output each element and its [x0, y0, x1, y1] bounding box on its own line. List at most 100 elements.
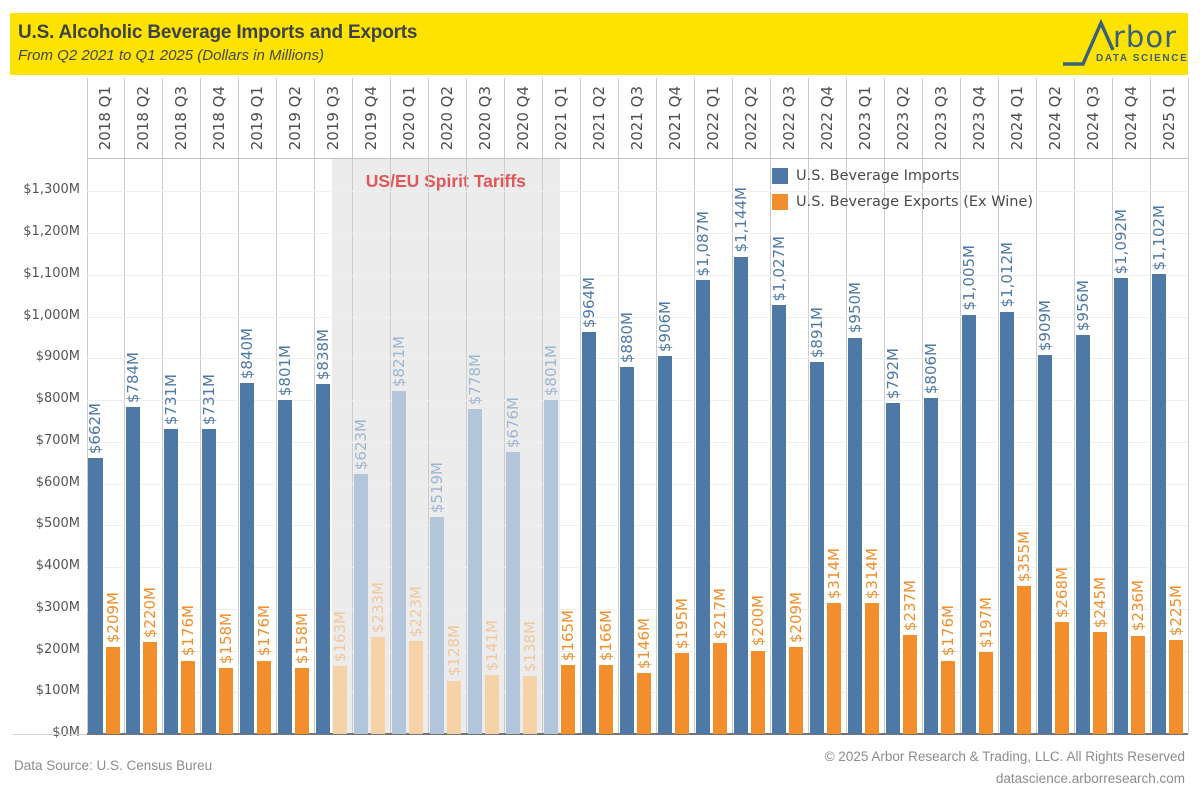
export-value-label: $200M — [749, 595, 768, 647]
import-bar-2025-Q1[interactable] — [1151, 274, 1167, 734]
import-bar-2023-Q2[interactable] — [885, 403, 901, 734]
import-bar-2018-Q3[interactable] — [163, 428, 179, 734]
y-axis-tick-label: $800M — [35, 391, 80, 407]
import-bar-2021-Q4[interactable] — [657, 355, 673, 734]
import-bar-2024-Q4[interactable] — [1113, 278, 1129, 734]
import-bar-2019-Q2[interactable] — [277, 399, 293, 734]
import-bar-2022-Q3[interactable] — [771, 305, 787, 734]
column-gridline — [808, 78, 810, 734]
import-bar-2022-Q2[interactable] — [733, 256, 749, 734]
export-bar-2018-Q1[interactable] — [105, 646, 120, 734]
export-value-label: $314M — [825, 547, 844, 599]
export-bar-2019-Q2[interactable] — [295, 668, 310, 734]
import-bar-2019-Q1[interactable] — [239, 383, 255, 734]
quarter-label: 2021 Q4 — [665, 85, 684, 150]
export-bar-2023-Q1[interactable] — [865, 602, 880, 734]
column-gridline — [1188, 78, 1189, 734]
export-bar-2018-Q4[interactable] — [219, 668, 234, 734]
export-bar-2020-Q1[interactable] — [409, 640, 424, 734]
export-bar-2022-Q2[interactable] — [751, 650, 766, 734]
export-bar-2021-Q4[interactable] — [675, 652, 690, 734]
column-gridline — [542, 78, 544, 734]
import-bar-2021-Q2[interactable] — [581, 331, 597, 734]
import-value-label: $806M — [921, 342, 940, 394]
export-bar-2023-Q3[interactable] — [941, 660, 956, 734]
import-bar-2021-Q1[interactable] — [543, 399, 559, 734]
export-bar-2023-Q2[interactable] — [903, 635, 918, 734]
export-bar-2021-Q2[interactable] — [599, 664, 614, 734]
export-bar-2023-Q4[interactable] — [979, 651, 994, 734]
column-gridline — [580, 78, 582, 734]
export-bar-2024-Q4[interactable] — [1131, 635, 1146, 734]
export-bar-2019-Q3[interactable] — [333, 665, 348, 734]
quarter-label: 2022 Q3 — [779, 85, 798, 150]
import-value-label: $662M — [86, 402, 105, 454]
import-bar-2020-Q3[interactable] — [467, 409, 483, 734]
export-bar-2021-Q1[interactable] — [561, 665, 576, 734]
import-value-label: $519M — [428, 462, 447, 514]
export-bar-2021-Q3[interactable] — [637, 673, 652, 734]
export-bar-2022-Q4[interactable] — [827, 602, 842, 734]
export-bar-2019-Q1[interactable] — [257, 660, 272, 734]
legend-item-exports[interactable]: U.S. Beverage Exports (Ex Wine) — [772, 189, 1033, 215]
quarter-label: 2023 Q4 — [969, 85, 988, 150]
export-bar-2024-Q3[interactable] — [1093, 631, 1108, 734]
y-gridline — [86, 274, 1188, 276]
column-gridline — [314, 78, 316, 734]
plot-top-border — [86, 157, 1188, 159]
import-bar-2018-Q1[interactable] — [88, 457, 103, 734]
export-value-label: $165M — [559, 610, 578, 662]
quarter-label: 2018 Q1 — [96, 85, 114, 150]
import-bar-2020-Q2[interactable] — [429, 517, 445, 734]
import-bar-2021-Q3[interactable] — [619, 366, 635, 734]
quarter-label: 2021 Q1 — [551, 85, 570, 150]
import-value-label: $623M — [352, 418, 371, 470]
import-bar-2023-Q4[interactable] — [961, 314, 977, 734]
export-bar-2024-Q1[interactable] — [1017, 585, 1032, 734]
export-bar-2019-Q4[interactable] — [371, 636, 386, 734]
import-bar-2018-Q4[interactable] — [201, 428, 217, 734]
quarter-label: 2020 Q2 — [437, 85, 456, 150]
data-source-note: Data Source: U.S. Census Bureu — [14, 758, 213, 773]
export-bar-2024-Q2[interactable] — [1055, 622, 1070, 734]
export-bar-2025-Q1[interactable] — [1169, 640, 1184, 734]
quarter-label: 2019 Q4 — [361, 85, 380, 150]
export-bar-2018-Q3[interactable] — [181, 660, 196, 734]
import-value-label: $778M — [466, 354, 485, 406]
export-bar-2020-Q2[interactable] — [447, 680, 462, 734]
import-bar-2020-Q4[interactable] — [505, 451, 521, 734]
export-value-label: $197M — [977, 596, 996, 648]
quarter-label: 2021 Q2 — [589, 85, 608, 150]
import-bar-2022-Q1[interactable] — [695, 280, 711, 734]
column-gridline — [1150, 78, 1152, 734]
import-bar-2018-Q2[interactable] — [125, 406, 141, 734]
y-gridline — [86, 525, 1188, 527]
legend-label-exports: U.S. Beverage Exports (Ex Wine) — [796, 194, 1034, 210]
legend-item-imports[interactable]: U.S. Beverage Imports — [772, 163, 1033, 189]
import-bar-2022-Q4[interactable] — [809, 362, 825, 734]
column-gridline — [998, 78, 1000, 734]
import-bar-2023-Q3[interactable] — [923, 397, 939, 734]
export-bar-2022-Q3[interactable] — [789, 646, 804, 734]
export-bar-2020-Q3[interactable] — [485, 675, 500, 734]
export-value-label: $236M — [1129, 580, 1148, 632]
export-bar-2022-Q1[interactable] — [713, 643, 728, 734]
website-link[interactable]: datascience.arborresearch.com — [995, 770, 1185, 786]
import-bar-2024-Q3[interactable] — [1075, 335, 1091, 734]
import-bar-2024-Q1[interactable] — [999, 311, 1015, 734]
y-axis-tick-label: $1,300M — [23, 182, 80, 198]
quarter-label: 2018 Q2 — [133, 85, 152, 150]
column-gridline — [618, 78, 620, 734]
header-banner: U.S. Alcoholic Beverage Imports and Expo… — [10, 13, 1188, 75]
column-gridline — [694, 78, 696, 734]
y-axis-tick-label: $300M — [35, 599, 80, 615]
import-bar-2023-Q1[interactable] — [847, 337, 863, 734]
export-bar-2020-Q4[interactable] — [523, 676, 538, 734]
import-bar-2024-Q2[interactable] — [1037, 354, 1053, 734]
import-bar-2020-Q1[interactable] — [391, 391, 407, 734]
y-gridline — [86, 608, 1188, 610]
export-bar-2018-Q2[interactable] — [143, 642, 158, 734]
column-gridline — [466, 78, 468, 734]
import-bar-2019-Q4[interactable] — [353, 473, 369, 734]
import-bar-2019-Q3[interactable] — [315, 384, 331, 734]
